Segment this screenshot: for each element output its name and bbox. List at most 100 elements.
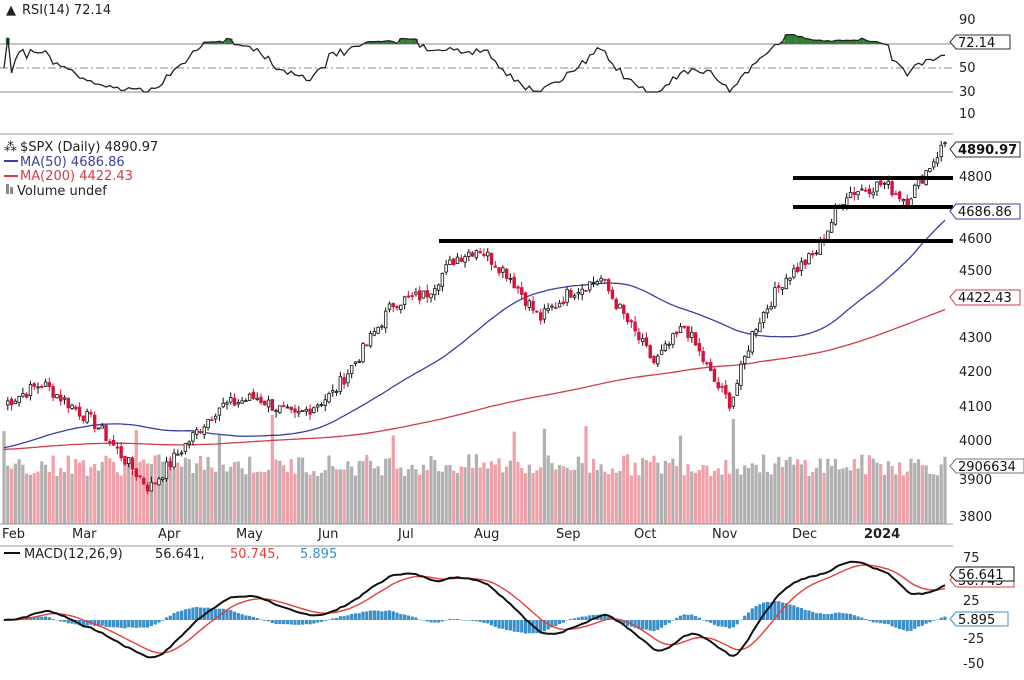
macd-hist-bar (372, 610, 376, 620)
macd-hist-bar (758, 604, 762, 620)
macd-hist-bar (221, 608, 225, 620)
candle (554, 302, 558, 310)
ma200-value-text: 4422.43 (958, 291, 1012, 306)
macd-hist-bar (51, 619, 55, 620)
macd-hist-bar (796, 607, 800, 620)
price-legend: ⁂ $SPX (Daily) 4890.97 MA(50) 4686.86 MA… (4, 140, 158, 199)
volume-bar (342, 469, 346, 524)
volume-bar (368, 460, 373, 524)
rsi-overbought-segment (829, 41, 834, 44)
candle (584, 289, 588, 292)
candle (229, 392, 233, 405)
macd-hist-bar (471, 620, 475, 621)
candle (281, 401, 286, 408)
volume-bar (769, 474, 773, 524)
macd-hist-bar (115, 620, 119, 628)
volume-bar (697, 469, 701, 524)
price-panel: ⁂ $SPX (Daily) 4890.97 MA(50) 4686.86 MA… (2, 140, 1024, 525)
macd-hist-bar (368, 610, 373, 620)
candle (486, 248, 490, 262)
candle (43, 378, 48, 388)
rsi-overbought-segment (814, 40, 819, 44)
macd-hist-bar (157, 620, 161, 623)
candle (206, 419, 210, 431)
volume-bar (293, 473, 297, 524)
volume-bar (244, 474, 248, 524)
candle (943, 141, 947, 148)
volume-bar (894, 474, 898, 524)
volume-bar (463, 467, 467, 524)
macd-hist-bar (773, 600, 777, 620)
candle (9, 396, 14, 411)
volume-bar (115, 472, 119, 524)
volume-bar (565, 467, 569, 524)
month-label: Oct (634, 527, 656, 542)
candle (459, 254, 463, 263)
macd-hist-bar (697, 617, 701, 620)
macd-hist-bar (535, 620, 539, 634)
candle (588, 281, 592, 293)
candle (807, 252, 811, 265)
macd-signal-legend-value: 50.745, (230, 547, 280, 562)
candle (879, 179, 883, 188)
volume-bar (240, 468, 244, 524)
candle (799, 257, 804, 276)
volume-bar (629, 475, 633, 524)
volume-bar (678, 435, 683, 524)
macd-hist-bar (573, 618, 577, 620)
volume-bar (610, 468, 615, 524)
volume-bar (414, 469, 418, 524)
candle (773, 281, 777, 309)
candle (856, 191, 860, 200)
candle (58, 389, 63, 406)
candle (21, 387, 25, 398)
rsi-overbought-segment (414, 39, 418, 44)
candle (217, 407, 222, 422)
macd-hist-bar (916, 620, 921, 627)
month-label: 2024 (864, 527, 900, 542)
macd-hist-bar (909, 620, 913, 631)
candle (213, 413, 218, 424)
candle (263, 400, 267, 406)
rsi-overbought-segment (788, 34, 792, 44)
volume-bar (471, 467, 475, 524)
candle (769, 301, 773, 311)
macd-hist-bar (146, 620, 150, 628)
volume-bar (554, 469, 558, 524)
candle (482, 248, 486, 258)
macd-hist-bar (436, 620, 441, 623)
macd-hist-bar (331, 618, 335, 620)
candle (890, 178, 894, 198)
volume-bar (51, 455, 55, 524)
price-value-text: 4890.97 (958, 143, 1017, 158)
candle (349, 365, 354, 379)
macd-hist-bar (297, 620, 301, 625)
rsi-label: RSI(14) 72.14 (22, 3, 111, 18)
price-tick-label: 4000 (959, 434, 992, 449)
candle (274, 408, 278, 418)
candle (610, 286, 615, 300)
macd-hist-value-text: 5.895 (958, 613, 995, 628)
macd-hist-bar (898, 620, 902, 630)
volume-bar (255, 471, 259, 524)
volume-bar (263, 472, 267, 524)
macd-hist-bar (678, 615, 683, 620)
volume-bar (111, 461, 116, 524)
candle (130, 456, 135, 476)
macd-hist-bar (402, 614, 407, 620)
candle (754, 327, 758, 338)
candle (436, 283, 441, 296)
volume-bar (474, 454, 478, 524)
volume-bar (569, 470, 573, 524)
candle (871, 187, 875, 199)
candle (47, 377, 52, 392)
macd-hist-bar (149, 620, 153, 627)
volume-bar (864, 474, 868, 524)
volume-bar (304, 472, 308, 524)
price-tick-label: 3900 (959, 473, 992, 488)
volume-bar (380, 475, 384, 524)
volume-bar (361, 461, 365, 524)
macd-hist-bar (743, 615, 747, 620)
volume-bar (232, 461, 237, 524)
candle (780, 287, 785, 296)
